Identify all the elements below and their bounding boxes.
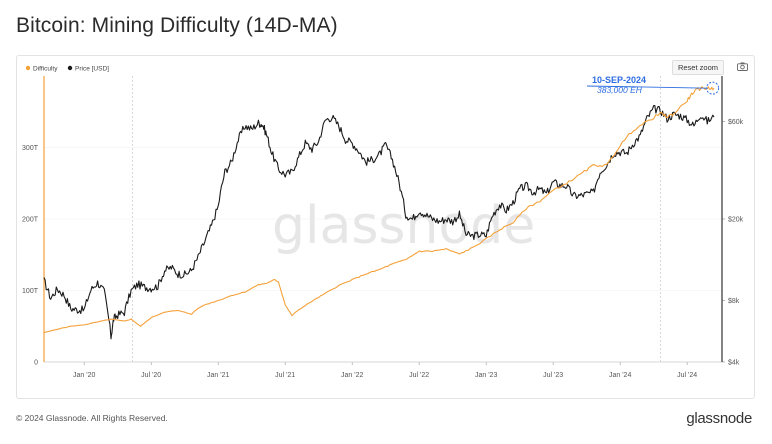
series-layer	[43, 86, 715, 340]
y-left-tick-label: 0	[34, 360, 38, 367]
x-tick-label: Jan '20	[73, 372, 95, 379]
x-tick-label: Jul '21	[275, 372, 295, 379]
y-right-tick-label: $8k	[728, 298, 740, 305]
x-tick-label: Jul '22	[409, 372, 429, 379]
chart-title: Bitcoin: Mining Difficulty (14D-MA)	[16, 14, 338, 37]
legend-difficulty-marker	[25, 65, 31, 71]
x-tick-label: Jan '21	[207, 372, 229, 379]
series-price-line[interactable]	[43, 105, 715, 340]
chart-card: glassnode 0 100T 200T 300T $4k $8k $20k $60k Jan…	[16, 55, 755, 399]
x-tick-label: Jul '23	[543, 372, 563, 379]
annotation-pointer	[586, 85, 708, 89]
x-tick-label: Jul '24	[677, 372, 697, 379]
annotation-value: 383,000 EH	[597, 85, 643, 95]
y-left-tick-label: 300T	[22, 145, 39, 152]
x-tick-label: Jan '24	[609, 372, 631, 379]
x-tick-label: Jan '23	[475, 372, 497, 379]
reset-zoom-button[interactable]: Reset zoom	[671, 60, 724, 75]
axes-layer: 0 100T 200T 300T $4k $8k $20k $60k Jan '20 Jul '2…	[22, 76, 744, 379]
x-tick-label: Jan '22	[341, 372, 363, 379]
legend-difficulty-label[interactable]: Difficulty	[33, 65, 58, 72]
chart-canvas[interactable]: glassnode 0100T200T300T$4k$8k$20k$60kJan…	[17, 56, 754, 398]
x-tick-label: Jul '20	[141, 372, 161, 379]
annotation-date: 10-SEP-2024	[592, 75, 646, 85]
y-left-tick-label: 200T	[22, 217, 39, 224]
legend-price-marker	[67, 65, 73, 71]
y-right-tick-label: $20k	[728, 217, 744, 224]
footer-copyright: © 2024 Glassnode. All Rights Reserved.	[16, 413, 168, 423]
y-right-tick-label: $4k	[728, 360, 740, 367]
y-left-tick-label: 100T	[22, 288, 39, 295]
legend-price-label[interactable]: Price [USD]	[75, 65, 109, 72]
glassnode-logo[interactable]: glassnode	[686, 410, 752, 427]
series-difficulty-line[interactable]	[43, 86, 715, 334]
y-right-tick-label: $60k	[728, 119, 744, 126]
camera-icon[interactable]	[737, 62, 748, 71]
legend[interactable]: Difficulty Price [USD]	[25, 65, 109, 72]
